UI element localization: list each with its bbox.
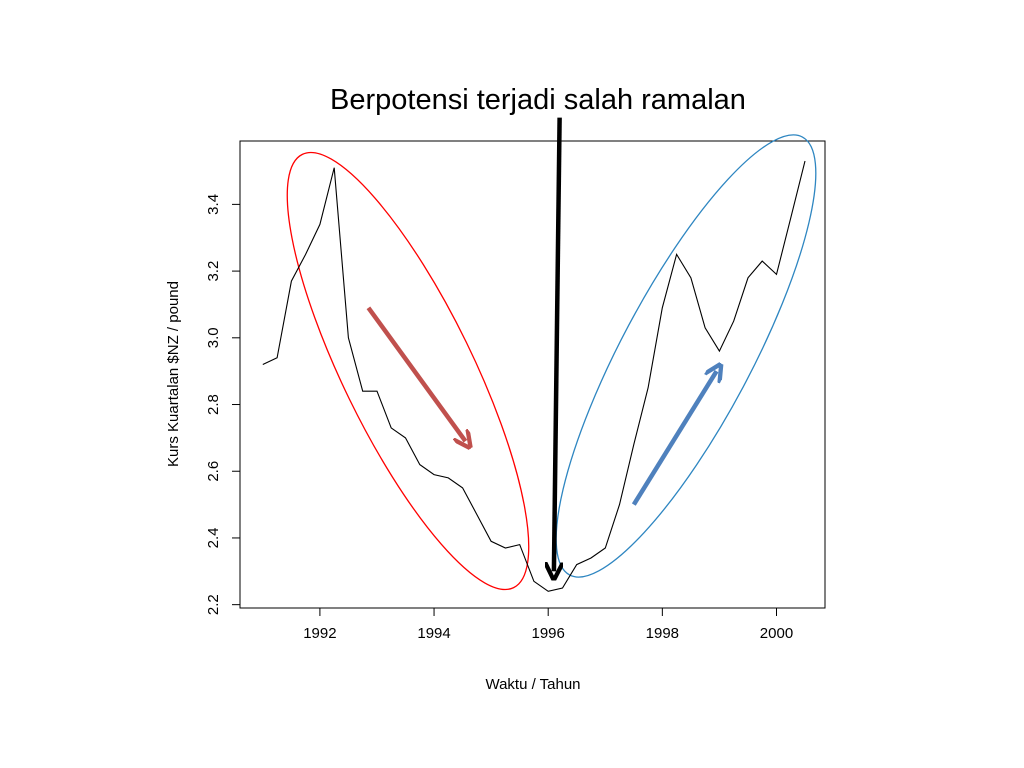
y-tick-label: 3.2 [205, 261, 222, 282]
y-axis: 2.2 2.4 2.6 2.8 3.0 3.2 3.4 [205, 194, 241, 615]
y-tick-label: 2.8 [205, 394, 222, 415]
up-arrow [631, 371, 717, 506]
series-line [262, 160, 806, 592]
x-tick-label: 1996 [532, 625, 565, 642]
y-tick-label: 2.2 [205, 594, 222, 615]
y-tick-label: 2.6 [205, 461, 222, 482]
down-arrow [366, 306, 465, 441]
plot-frame [239, 140, 826, 609]
y-tick-label: 3.0 [205, 327, 222, 348]
y-axis-label: Kurs Kuartalan $NZ / pound [165, 281, 182, 467]
x-axis-label: Waktu / Tahun [485, 676, 580, 693]
x-tick-label: 2000 [760, 625, 793, 642]
arrow-annotations [366, 117, 717, 572]
y-tick-label: 2.4 [205, 528, 222, 549]
slide-title: Berpotensi terjadi salah ramalan [330, 84, 746, 116]
x-axis: 1992 1994 1996 1998 2000 [303, 607, 793, 642]
x-tick-label: 1992 [303, 625, 336, 642]
ellipse-annotations [286, 134, 817, 591]
y-tick-label: 3.4 [205, 194, 222, 215]
x-tick-label: 1998 [646, 625, 679, 642]
x-tick-label: 1994 [417, 625, 450, 642]
forecast-arrow [554, 117, 560, 572]
red-ellipse [286, 151, 530, 591]
blue-ellipse [555, 134, 817, 578]
